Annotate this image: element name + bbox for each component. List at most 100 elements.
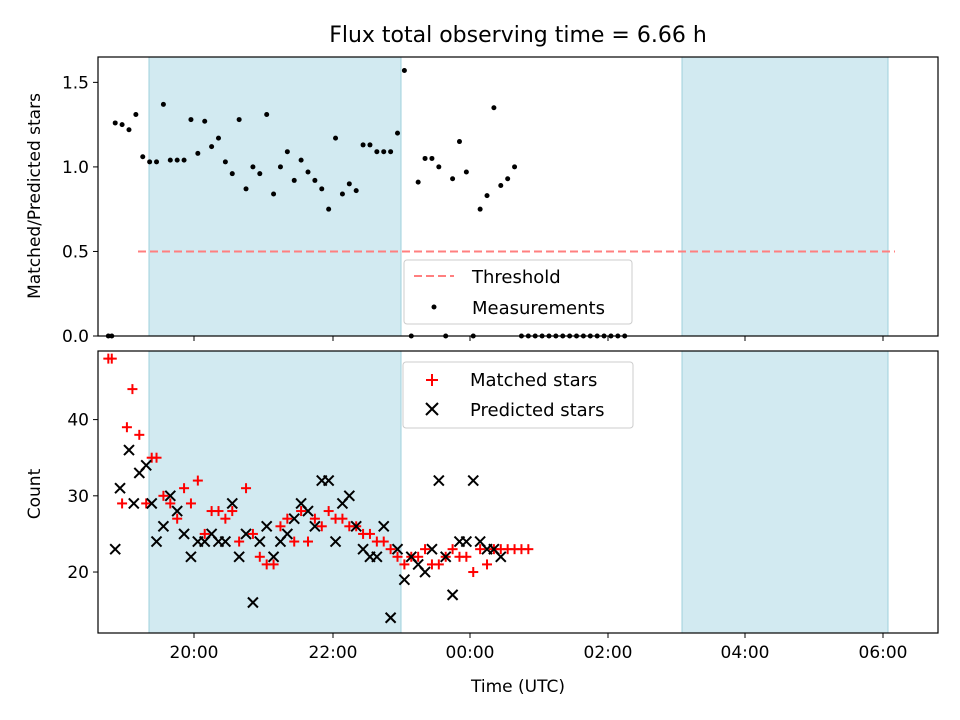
top-y-axis-label: Matched/Predicted stars: [25, 93, 45, 299]
measurement-point: [174, 157, 180, 163]
predicted-star-point: [233, 551, 245, 563]
matched-star-point: [165, 498, 176, 509]
matched-star-point: [399, 559, 410, 570]
measurement-point: [491, 105, 497, 111]
top-plot-frame: [97, 56, 939, 337]
predicted-star-point: [378, 520, 390, 533]
x-axis-label: Time (UTC): [470, 677, 565, 697]
measurement-point: [250, 164, 256, 170]
bottom-panel: 20 30 40 20:00 22:00 00:00 02:00 04:00 06:00: [67, 350, 939, 663]
matched-star-point: [227, 506, 238, 517]
top-legend-box: [403, 259, 633, 325]
matched-star-point: [289, 536, 300, 547]
measurement-point: [202, 118, 208, 124]
matched-star-point: [303, 536, 313, 547]
predicted-star-point: [128, 497, 140, 510]
measurement-point: [298, 157, 304, 163]
predicted-star-point: [240, 528, 252, 540]
matched-star-point: [337, 513, 348, 524]
measurement-point: [319, 186, 325, 192]
matched-star-point: [433, 559, 444, 570]
matched-star-point: [117, 498, 128, 509]
measurement-point: [215, 135, 221, 141]
measurement-point: [512, 164, 518, 170]
matched-star-point: [192, 475, 203, 486]
predicted-star-point: [439, 551, 452, 563]
top-shaded-region: [681, 56, 889, 337]
measurement-point: [374, 149, 380, 155]
predicted-star-point: [185, 551, 197, 563]
matched-star-point: [185, 498, 196, 509]
measurement-point: [257, 171, 263, 177]
measurement-point: [181, 157, 187, 163]
predicted-star-point: [350, 520, 362, 533]
measurement-point: [346, 181, 352, 187]
bottom-shaded-region: [148, 350, 402, 634]
measurement-point: [236, 117, 242, 123]
matched-star-point: [213, 506, 224, 517]
predicted-star-point: [398, 573, 411, 586]
predicted-star-point: [254, 535, 266, 548]
measurement-point: [305, 169, 311, 175]
predicted-star-point: [114, 482, 126, 494]
legend-matched-swatch: [426, 374, 438, 386]
matched-star-point: [234, 536, 245, 547]
measurement-point: [450, 176, 456, 182]
matched-star-point: [323, 506, 334, 517]
matched-star-point: [254, 551, 265, 562]
measurement-point: [353, 188, 359, 194]
measurement-point: [243, 186, 249, 192]
matched-star-point: [468, 567, 479, 578]
matched-star-point: [420, 544, 431, 555]
matched-star-point: [179, 483, 190, 494]
matched-star-point: [199, 528, 210, 539]
measurement-point: [140, 154, 146, 160]
matched-star-point: [296, 506, 307, 517]
predicted-star-point: [302, 505, 314, 517]
matched-star-point: [392, 551, 403, 562]
predicted-star-point: [145, 497, 158, 510]
measurement-point: [277, 164, 283, 170]
predicted-star-point: [419, 566, 431, 578]
measurement-point: [126, 127, 132, 133]
x-tick-label: 06:00: [859, 643, 908, 663]
predicted-star-point: [495, 551, 507, 563]
matched-star-point: [121, 422, 132, 433]
measurement-point: [154, 159, 160, 165]
measurement-point: [360, 142, 366, 148]
matched-star-point: [220, 513, 231, 524]
measurement-point: [326, 206, 332, 212]
x-tick-label: 20:00: [170, 643, 219, 663]
measurement-point: [381, 149, 387, 155]
matched-star-point: [482, 559, 493, 570]
predicted-star-point: [171, 505, 183, 517]
matched-star-point: [127, 384, 138, 395]
chart-title: Flux total observing time = 6.66 h: [329, 23, 707, 48]
predicted-star-point: [157, 520, 170, 533]
top-y-tick-label: 1.5: [62, 73, 89, 93]
predicted-star-point: [267, 551, 280, 563]
predicted-star-point: [467, 474, 479, 487]
matched-star-point: [247, 528, 258, 539]
measurement-point: [271, 191, 277, 197]
matched-star-point: [378, 536, 389, 547]
measurement-point: [422, 155, 428, 161]
measurement-point: [436, 164, 442, 170]
predicted-star-point: [150, 535, 163, 548]
matched-star-point: [134, 429, 145, 440]
predicted-star-point: [329, 535, 342, 548]
matched-star-point: [461, 551, 472, 562]
matched-star-point: [241, 483, 252, 494]
measurement-point: [312, 177, 318, 183]
measurement-point: [222, 159, 228, 165]
matched-star-point: [475, 544, 486, 555]
measurement-point: [456, 139, 462, 145]
predicted-star-point: [288, 512, 300, 525]
matched-star-point: [385, 544, 396, 555]
measurement-point: [133, 111, 139, 117]
legend-measurements-swatch: [431, 304, 437, 310]
x-tick-label: 00:00: [446, 643, 495, 663]
legend-predicted-swatch: [425, 402, 439, 416]
bottom-y-tick-label: 30: [67, 487, 89, 507]
